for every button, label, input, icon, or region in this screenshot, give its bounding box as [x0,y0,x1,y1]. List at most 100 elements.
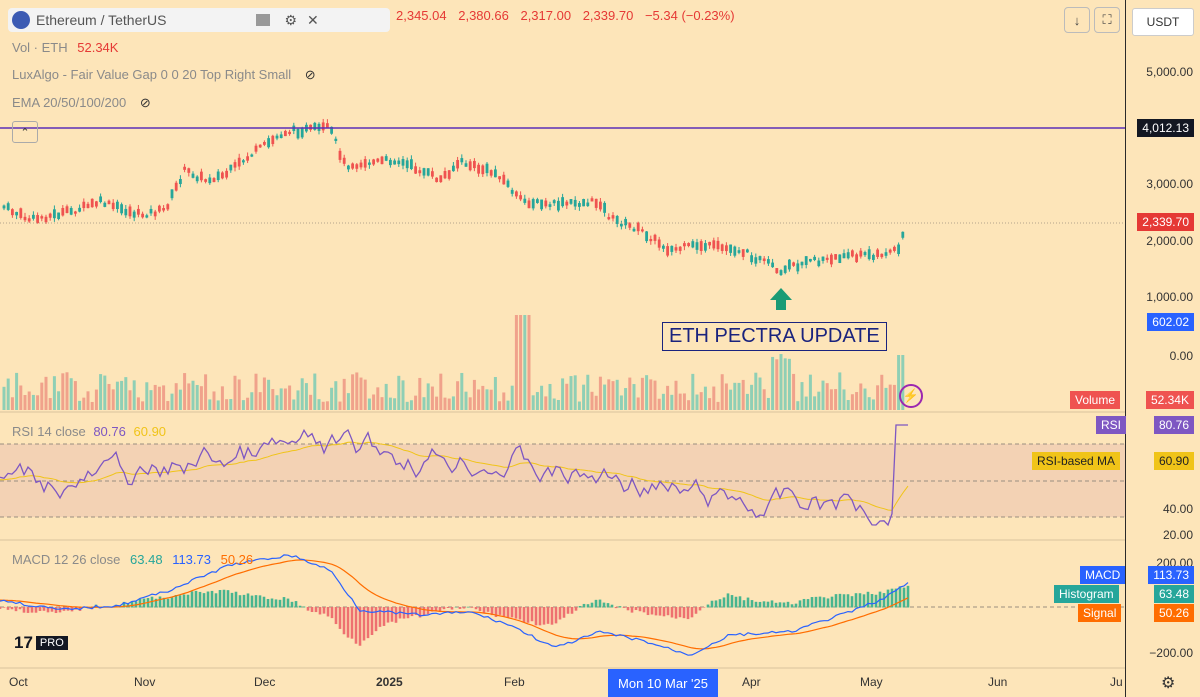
macd-histogram-bar [554,607,558,624]
macd-histogram-bar [622,607,626,608]
macd-histogram-bar [590,602,594,608]
currency-select[interactable]: USDT [1132,8,1194,36]
macd-histogram-bar [422,607,426,616]
gear-icon[interactable]: ⚙ [284,11,298,28]
chart-area[interactable] [0,0,1125,697]
candle-body [809,258,812,262]
macd-histogram-bar [606,603,610,608]
symbol-header[interactable]: Ethereum / TetherUS ⚙ ✕ [8,8,390,32]
candle-body [389,159,392,166]
xaxis-label: Ju [1110,675,1123,689]
volume-bar [321,401,325,410]
volume-bar [510,385,514,410]
macd-histogram-bar [302,606,306,608]
download-button[interactable]: ↓ [1064,7,1090,33]
volume-bar [838,372,842,410]
volume-bar [351,374,355,410]
macd-histogram-bar [526,607,530,623]
candle-body [166,204,170,210]
volume-tag-label: Volume [1070,391,1121,409]
candle-body [645,231,648,242]
candle-body [741,249,745,257]
candle-body [229,164,233,171]
volume-bar [401,380,405,410]
candle-body [53,209,56,219]
candle-body [447,170,451,179]
volume-bar [779,354,783,410]
volume-bar [817,391,821,410]
price-label: 1,000.00 [1146,290,1193,304]
candle-body [506,180,510,187]
candle-body [876,249,879,257]
macd-histogram-bar [318,607,322,615]
macd-histogram-bar [602,602,606,608]
macd-histogram-bar [834,594,838,608]
candle-body [103,202,107,207]
luxalgo-legend[interactable]: LuxAlgo - Fair Value Gap 0 0 20 Top Righ… [12,67,316,83]
macd-histogram-bar [778,602,782,608]
macd-histogram-bar [178,595,182,608]
rsi-ma-value: 60.90 [133,424,167,439]
volume-bar [304,383,308,410]
price-candles [2,118,905,277]
symbol-name: Ethereum / TetherUS [36,12,167,28]
candle-body [603,202,606,213]
macd-histogram-bar [350,607,354,639]
volume-bar [871,399,875,410]
settings-button[interactable]: ⚙ [1161,673,1175,693]
candle-body [460,158,464,163]
candle-body [800,261,804,266]
macd-histogram-bar [26,607,30,613]
macd-histogram-bar [222,589,226,608]
volume-bar [271,389,275,410]
volume-bar [519,315,523,410]
volume-bar [233,375,237,410]
flag-icon[interactable] [256,14,271,26]
fullscreen-button[interactable]: ⛶ [1094,7,1120,33]
hidden-eye-icon[interactable]: ⊘ [139,95,151,110]
candle-body [410,159,413,170]
candle-body [313,122,317,130]
macd-histogram-bar [558,607,562,620]
macd-histogram-bar [230,592,234,608]
xaxis-label: Dec [254,675,276,689]
macd-histogram-bar [354,607,358,644]
ema-legend[interactable]: EMA 20/50/100/200 ⊘ [12,95,151,111]
macd-histogram-bar [370,607,374,635]
volume-bar [330,387,334,410]
candle-body [65,206,69,213]
candle-body [586,202,590,207]
candle-body [363,159,367,168]
candle-body [859,250,863,257]
volume-bar [451,396,455,410]
candle-body [216,171,220,181]
volume-bar [10,397,14,410]
macd-histogram-bar [546,607,550,624]
volume-bar [2,386,6,410]
macd-histogram-bar [786,601,790,608]
close-icon[interactable]: ✕ [307,11,319,28]
chevron-up-icon: ⌃ [20,126,30,139]
macd-histogram-bar [234,591,238,608]
candle-body [590,198,594,202]
macd-histogram-bar [594,599,598,608]
volume-bar [485,389,489,410]
vol-label: Vol · ETH [12,40,68,55]
volume-bar [846,400,850,410]
collapse-legend-button[interactable]: ⌃ [12,121,38,143]
candle-body [351,163,354,169]
volume-bar [69,378,73,410]
rsi-ma-tag-value: 60.90 [1153,452,1194,470]
volume-bar [640,377,644,410]
candle-body [783,265,787,273]
macd-histogram-bar [866,591,870,608]
xaxis-label: 2025 [376,675,403,689]
histogram-tag-value: 63.48 [1153,585,1194,603]
lightning-icon[interactable]: ⚡ [899,384,923,408]
candle-body [288,131,291,135]
tradingview-logo[interactable]: 17 PRO [14,633,68,652]
macd-histogram-bar [430,607,434,612]
candle-body [494,169,497,178]
volume-bar [876,385,880,410]
hidden-eye-icon[interactable]: ⊘ [304,67,316,82]
